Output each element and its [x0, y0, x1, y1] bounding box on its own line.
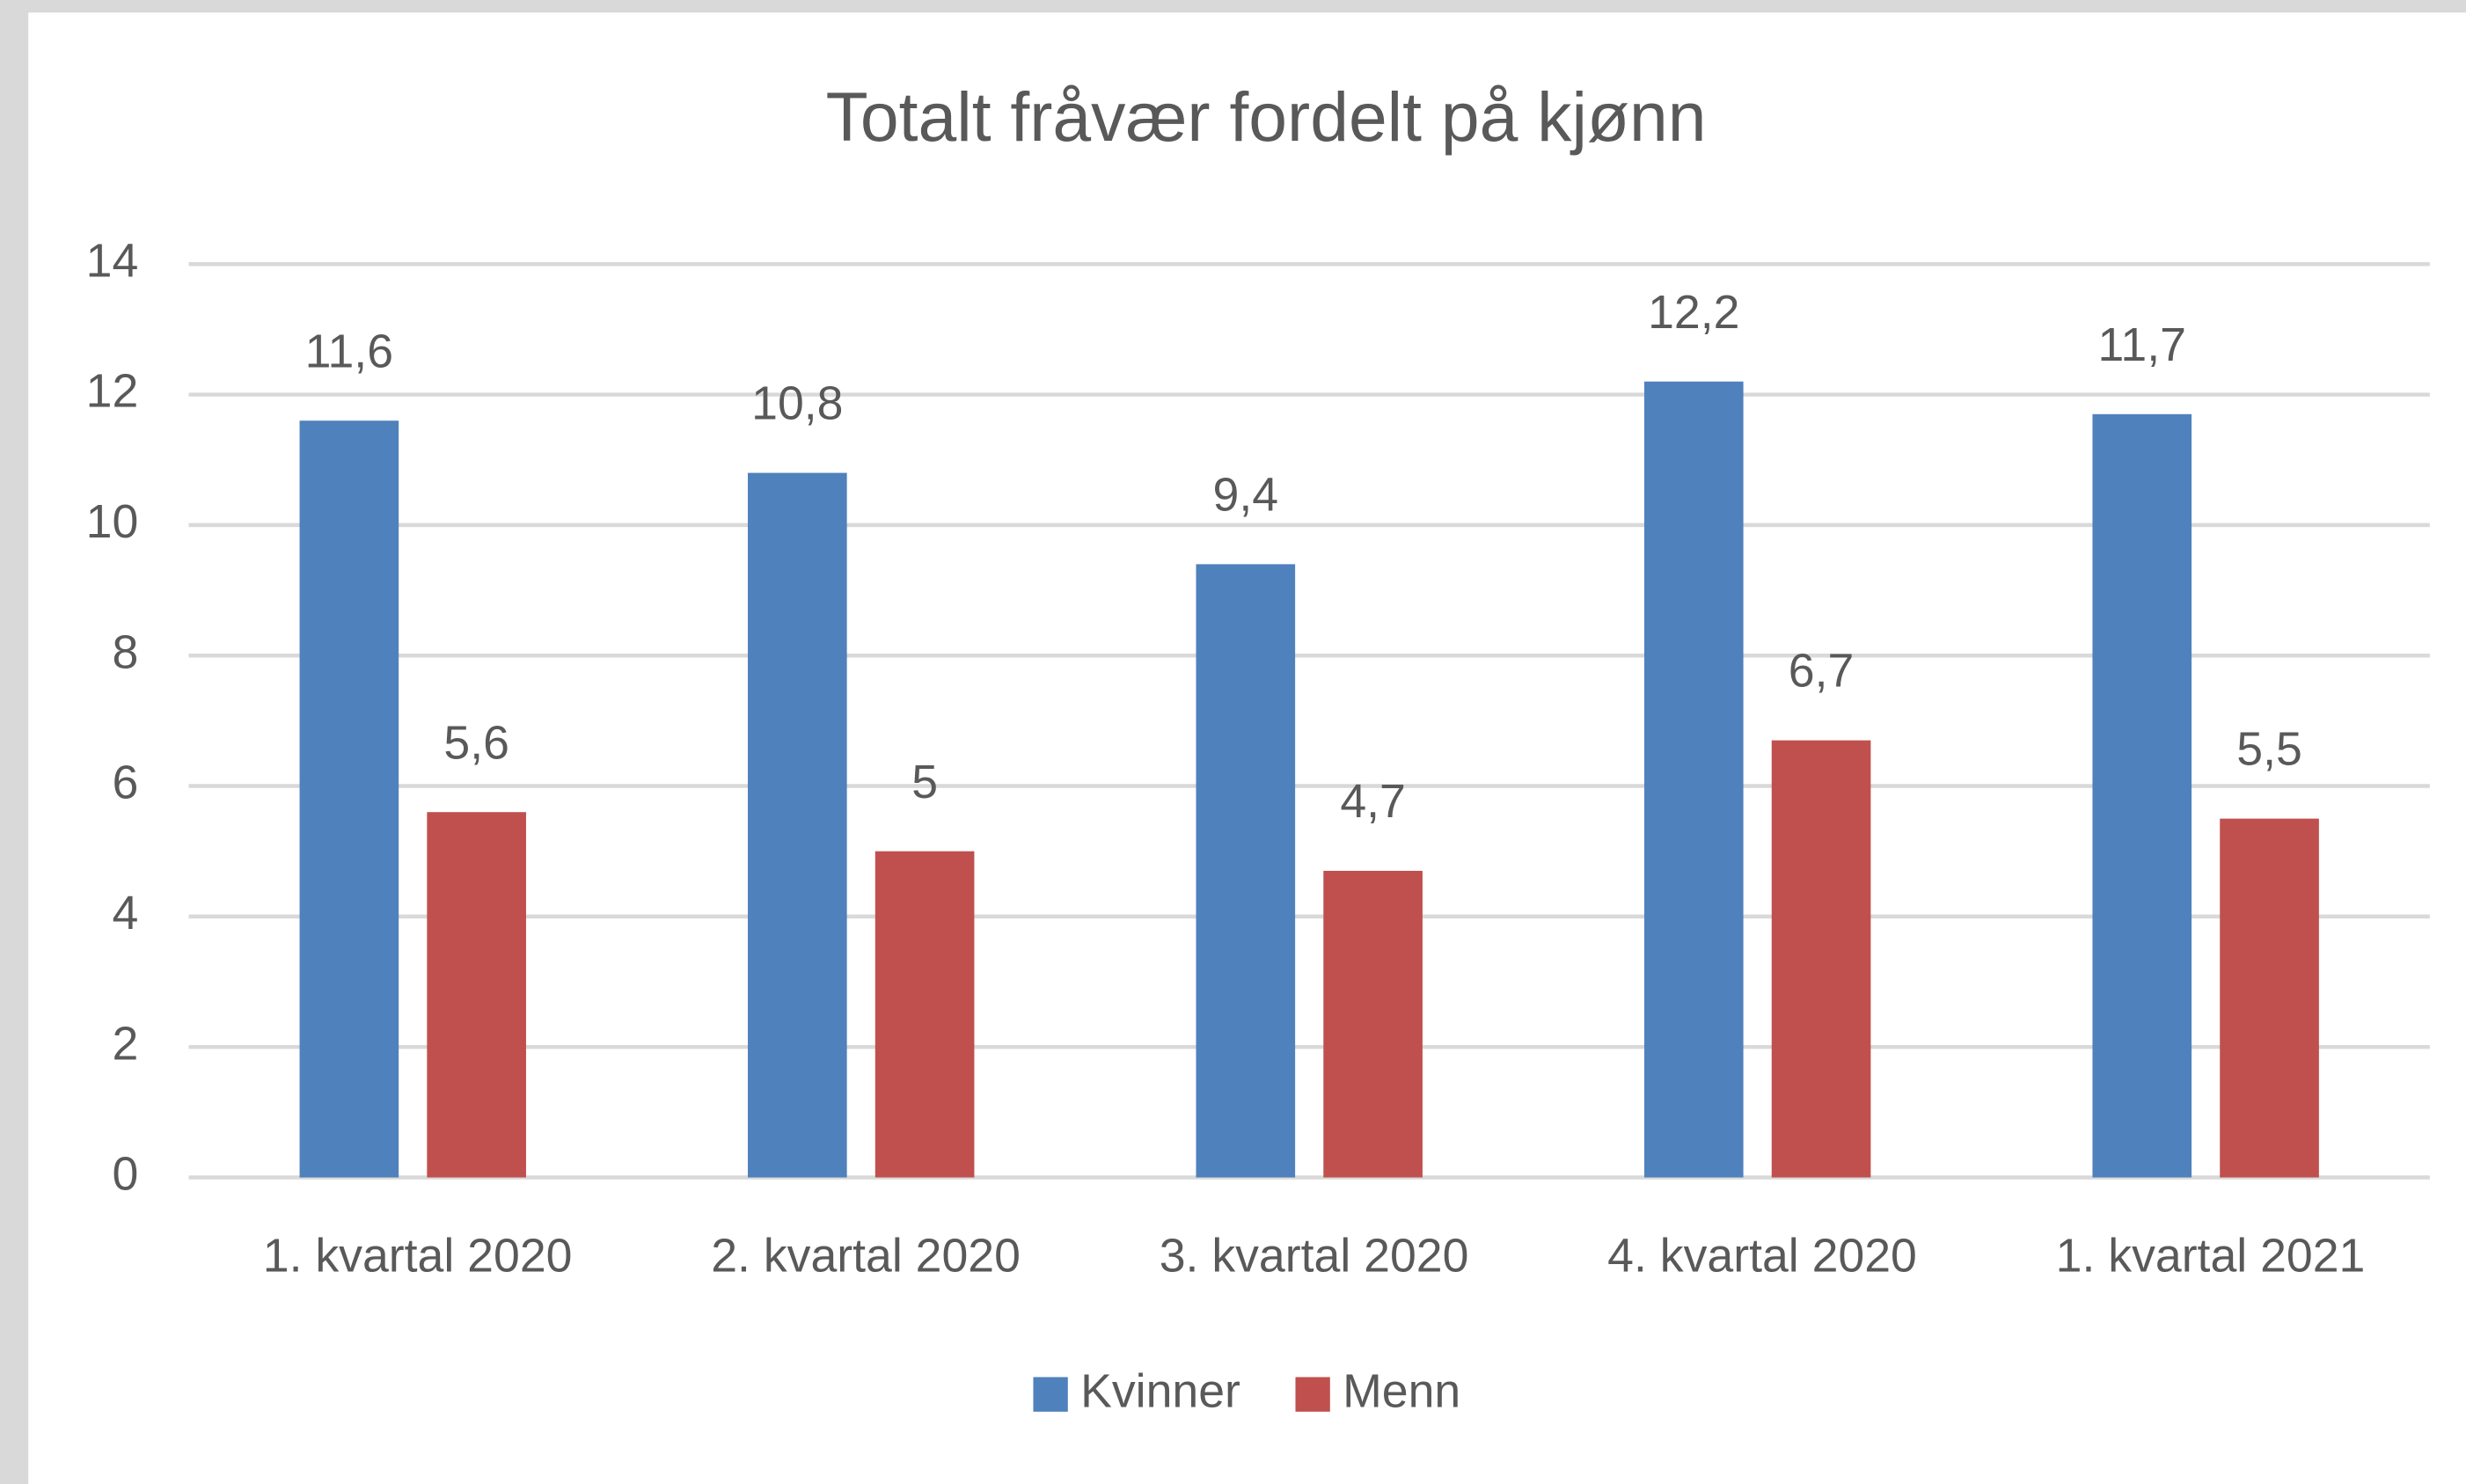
bar — [299, 420, 399, 1178]
data-label: 5,6 — [443, 716, 509, 769]
bar — [1196, 564, 1296, 1178]
x-tick-label: 4. kvartal 2020 — [1607, 1230, 1917, 1283]
data-label: 9,4 — [1213, 469, 1279, 522]
data-label: 5 — [911, 756, 938, 808]
legend-swatch — [1295, 1377, 1330, 1412]
data-label: 10,8 — [751, 377, 843, 430]
data-label: 11,7 — [2098, 318, 2186, 371]
legend-label: Menn — [1343, 1364, 1460, 1417]
chart-title: Totalt fråvær fordelt på kjønn — [826, 78, 1707, 156]
x-tick-label: 3. kvartal 2020 — [1160, 1230, 1469, 1283]
x-tick-label: 2. kvartal 2020 — [711, 1230, 1021, 1283]
y-tick-label: 10 — [86, 495, 139, 548]
y-tick-label: 8 — [112, 625, 138, 678]
legend-label: Kvinner — [1080, 1364, 1240, 1417]
data-label: 11,6 — [305, 325, 393, 377]
legend-swatch — [1033, 1377, 1068, 1412]
data-label: 12,2 — [1648, 286, 1739, 339]
y-tick-label: 14 — [86, 234, 139, 287]
bar — [1323, 870, 1423, 1178]
x-tick-label: 1. kvartal 2020 — [263, 1230, 573, 1283]
y-tick-label: 6 — [112, 757, 138, 809]
y-tick-label: 12 — [86, 365, 139, 418]
bar — [874, 851, 975, 1178]
bar — [1643, 381, 1744, 1178]
data-label: 6,7 — [1789, 645, 1855, 698]
y-tick-label: 2 — [112, 1017, 138, 1070]
data-label: 4,7 — [1340, 775, 1406, 828]
x-tick-label: 1. kvartal 2021 — [2056, 1230, 2366, 1283]
y-tick-label: 4 — [112, 887, 138, 939]
data-label: 5,5 — [2236, 723, 2302, 776]
bar — [2092, 413, 2192, 1178]
bar — [427, 812, 526, 1178]
bar — [748, 472, 847, 1178]
bar — [1771, 740, 1871, 1178]
y-tick-label: 0 — [112, 1148, 138, 1201]
bar — [2220, 818, 2319, 1178]
